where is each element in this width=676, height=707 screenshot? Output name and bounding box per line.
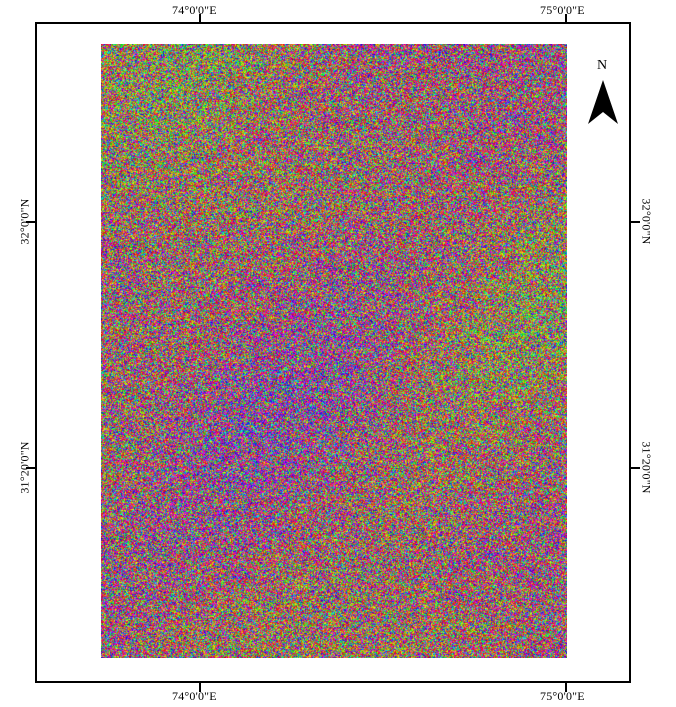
bottom-lon-label-75: 75°0'0"E — [540, 689, 585, 703]
right-tick-3120 — [631, 467, 640, 469]
right-tick-32 — [631, 221, 640, 223]
left-lat-label-32: 32°0'0"N — [17, 198, 32, 245]
interferogram-raster — [101, 44, 567, 658]
left-lat-label-3120: 31°20'0"N — [17, 441, 32, 494]
north-arrow-icon — [588, 80, 618, 124]
bottom-lon-label-74: 74°0'0"E — [172, 689, 217, 703]
left-tick-32 — [26, 221, 35, 223]
right-lat-label-3120: 31°20'0"N — [639, 441, 654, 494]
top-lon-label-74: 74°0'0"E — [172, 3, 217, 17]
north-arrow: N — [585, 58, 621, 130]
top-lon-label-75: 75°0'0"E — [540, 3, 585, 17]
left-tick-3120 — [26, 467, 35, 469]
bottom-tick-75 — [565, 683, 567, 692]
right-lat-label-32: 32°0'0"N — [639, 198, 654, 245]
top-tick-74 — [199, 14, 201, 23]
north-label: N — [597, 58, 608, 73]
top-tick-75 — [565, 14, 567, 23]
bottom-tick-74 — [199, 683, 201, 692]
